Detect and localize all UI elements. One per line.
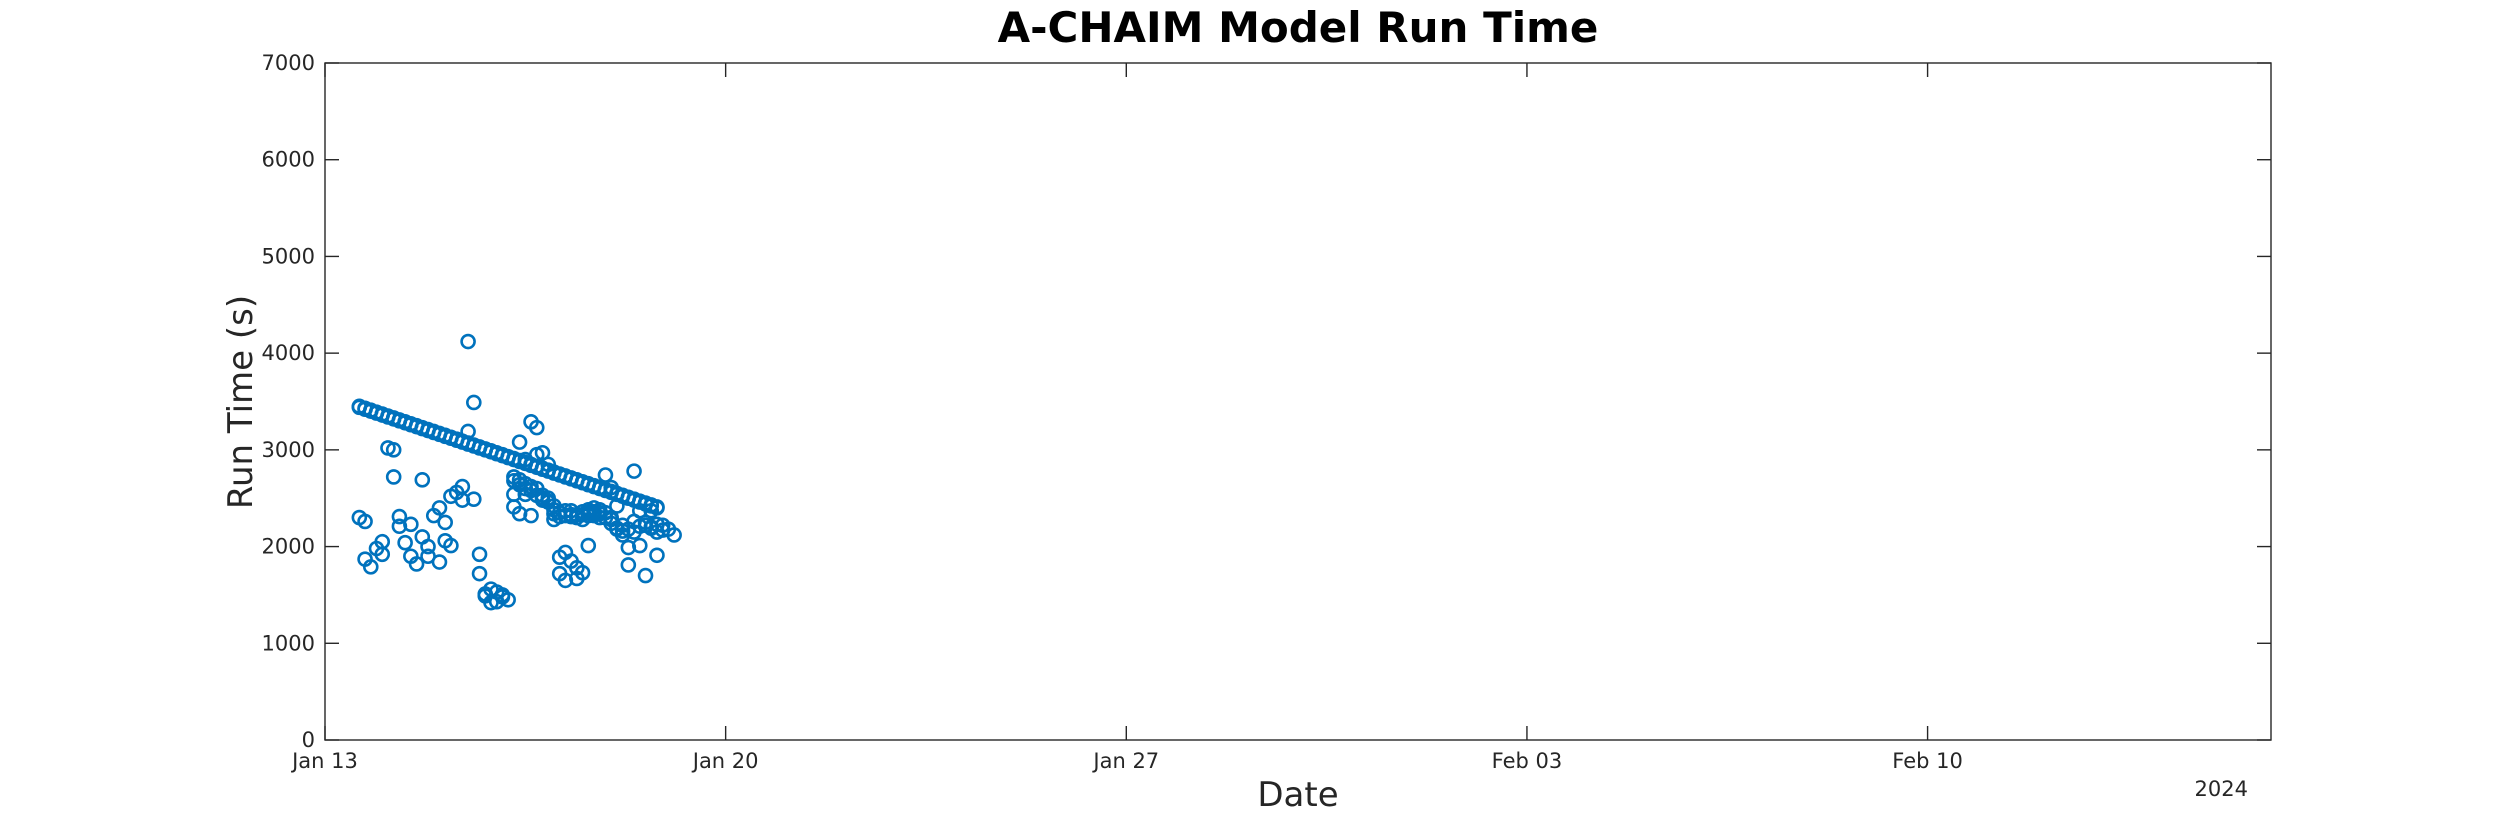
- x-tick-label: Feb 10: [1892, 749, 1963, 773]
- data-point: [420, 538, 436, 555]
- y-axis-label: Run Time (s): [221, 295, 261, 509]
- data-point: [500, 591, 516, 608]
- data-point: [528, 419, 545, 436]
- data-point: [626, 463, 642, 479]
- y-tick-label: 3000: [262, 438, 315, 462]
- data-point: [471, 565, 488, 582]
- data-point: [385, 442, 402, 458]
- data-point: [580, 537, 597, 554]
- data-point: [466, 394, 482, 411]
- data-point: [397, 534, 413, 551]
- y-tick-label: 5000: [262, 244, 315, 268]
- data-point: [362, 559, 379, 575]
- y-tick-label: 2000: [262, 535, 315, 559]
- data-point: [385, 469, 402, 485]
- axis-ticks: 0 1000 2000 3000 4000 5000 6000 7000 Jan 13 Jan 2…: [262, 51, 2271, 773]
- y-tick-label: 7000: [262, 51, 315, 75]
- x-tick-label: Feb 03: [1492, 749, 1563, 773]
- data-point: [523, 507, 539, 524]
- data-point: [403, 516, 419, 533]
- data-point: [351, 398, 368, 415]
- y-tick-label: 0: [302, 728, 315, 752]
- x-tick-label: Jan 20: [691, 749, 759, 773]
- data-point: [597, 467, 614, 483]
- data-point: [654, 522, 671, 538]
- x-tick-label: Jan 27: [1091, 749, 1159, 773]
- x-tick-label: Jan 13: [290, 749, 358, 773]
- x-axis-year-label: 2024: [2195, 777, 2248, 801]
- y-tick-label: 1000: [262, 631, 315, 655]
- data-point: [391, 508, 408, 525]
- plot-area-frame: [324, 62, 2272, 741]
- y-tick-label: 6000: [262, 148, 315, 172]
- data-point: [357, 513, 373, 530]
- data-point: [437, 514, 453, 531]
- data-point: [414, 472, 431, 488]
- data-point: [511, 434, 528, 450]
- data-point: [506, 469, 522, 485]
- chart-title: A-CHAIM Model Run Time: [998, 3, 1599, 52]
- data-point: [466, 491, 482, 507]
- data-point: [631, 537, 648, 554]
- data-point: [471, 546, 488, 563]
- data-point: [431, 554, 448, 570]
- data-point: [374, 546, 391, 563]
- data-point: [454, 492, 471, 508]
- data-points: [351, 333, 682, 611]
- data-point: [620, 557, 637, 573]
- data-point: [637, 567, 654, 584]
- data-point: [460, 333, 476, 350]
- x-axis-label: Date: [1257, 775, 1338, 815]
- data-point: [408, 556, 425, 572]
- data-point: [431, 500, 448, 516]
- data-point: [574, 564, 591, 581]
- data-point: [649, 547, 665, 564]
- y-tick-label: 4000: [262, 341, 315, 365]
- data-point: [443, 537, 459, 554]
